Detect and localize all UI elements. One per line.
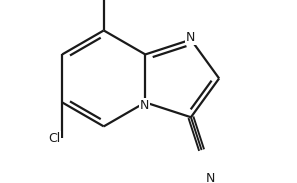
Text: N: N xyxy=(140,99,149,112)
Text: Cl: Cl xyxy=(48,132,60,145)
Text: N: N xyxy=(186,31,196,44)
Text: N: N xyxy=(206,171,215,183)
